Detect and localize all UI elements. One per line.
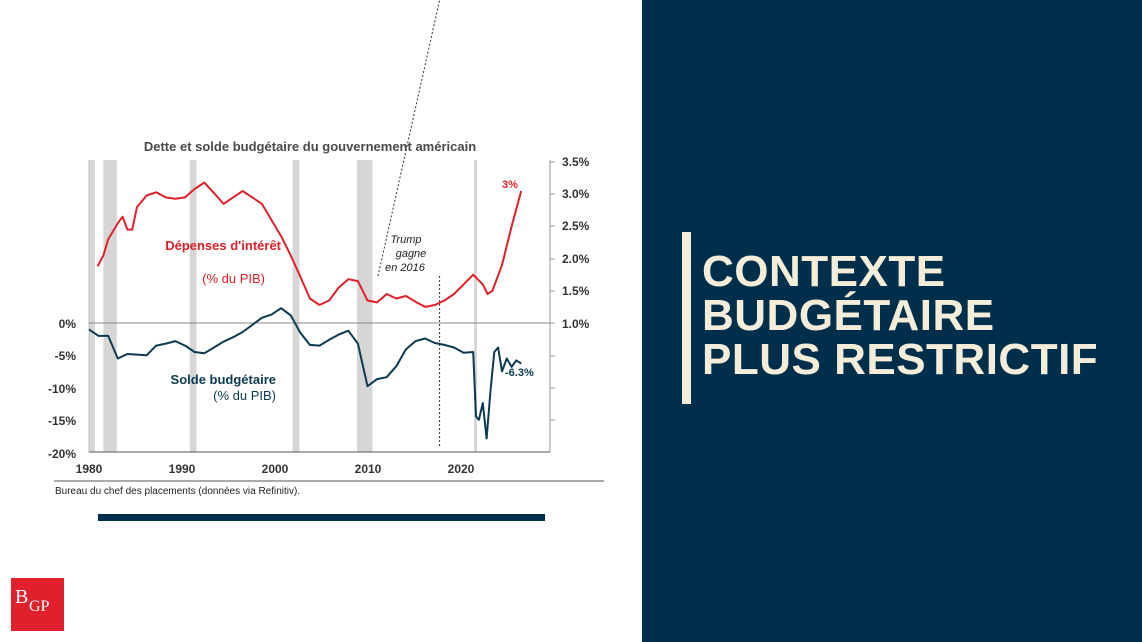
left-axis: 0% -5% -10% -15% -20% <box>48 317 76 461</box>
balance-series-sublabel: (% du PIB) <box>213 388 276 403</box>
chart-title: Dette et solde budgétaire du gouvernemen… <box>144 139 476 154</box>
slide-heading: CONTEXTE BUDGÉTAIRE PLUS RESTRICTIF <box>702 250 1132 382</box>
recession-band <box>292 160 300 452</box>
left-tick-label: 0% <box>59 317 77 331</box>
x-tick-label: 2010 <box>355 462 382 476</box>
left-tick-label: -5% <box>55 349 77 363</box>
interest-end-label: 3% <box>502 179 518 191</box>
heading-line: BUDGÉTAIRE <box>702 291 995 340</box>
heading-line: CONTEXTE <box>702 247 946 296</box>
right-tick-label: 2.5% <box>562 219 590 233</box>
x-axis: 1980 1990 2000 2010 2020 <box>76 462 475 476</box>
annotation-line: Trump <box>391 234 422 246</box>
bgp-logo: B GP <box>11 578 64 631</box>
annotation-line: gagne <box>396 248 427 260</box>
right-axis: 3.5% 3.0% 2.5% 2.0% 1.5% 1.0% <box>550 155 590 421</box>
x-tick-label: 2000 <box>262 462 289 476</box>
left-tick-label: -20% <box>48 447 76 461</box>
trump-annotation: Trump gagne en 2016 <box>377 0 441 448</box>
recession-band <box>103 160 117 452</box>
debt-budget-chart: Dette et solde budgétaire du gouvernemen… <box>48 0 604 482</box>
logo-letter: GP <box>29 598 50 615</box>
annotation-horizontal-line <box>377 0 441 277</box>
source-note: Bureau du chef des placements (données v… <box>55 486 301 497</box>
x-tick-label: 2020 <box>448 462 475 476</box>
x-tick-label: 1980 <box>76 462 103 476</box>
recession-band <box>189 160 197 452</box>
right-tick-label: 1.5% <box>562 284 590 298</box>
right-tick-label: 3.0% <box>562 187 590 201</box>
balance-series-label: Solde budgétaire <box>171 372 276 387</box>
left-tick-label: -10% <box>48 382 76 396</box>
budget-balance-line <box>88 307 522 440</box>
recession-band <box>357 160 373 452</box>
recession-band <box>89 160 95 452</box>
heading-line: PLUS RESTRICTIF <box>702 335 1099 384</box>
right-tick-label: 1.0% <box>562 317 590 331</box>
title-panel <box>642 0 1142 642</box>
balance-end-label: -6.3% <box>505 367 534 379</box>
interest-series-sublabel: (% du PIB) <box>202 271 265 286</box>
x-tick-label: 1990 <box>169 462 196 476</box>
recession-bands <box>89 160 477 452</box>
accent-bar <box>682 232 691 404</box>
interest-series-label: Dépenses d'intérêt <box>165 238 281 253</box>
recession-band <box>474 160 477 452</box>
right-tick-label: 2.0% <box>562 252 590 266</box>
logo-letter: B <box>15 586 29 608</box>
annotation-line: en 2016 <box>385 262 426 274</box>
right-tick-label: 3.5% <box>562 155 590 169</box>
interest-expense-line <box>96 181 523 308</box>
footer-rule <box>98 514 545 521</box>
left-tick-label: -15% <box>48 414 76 428</box>
